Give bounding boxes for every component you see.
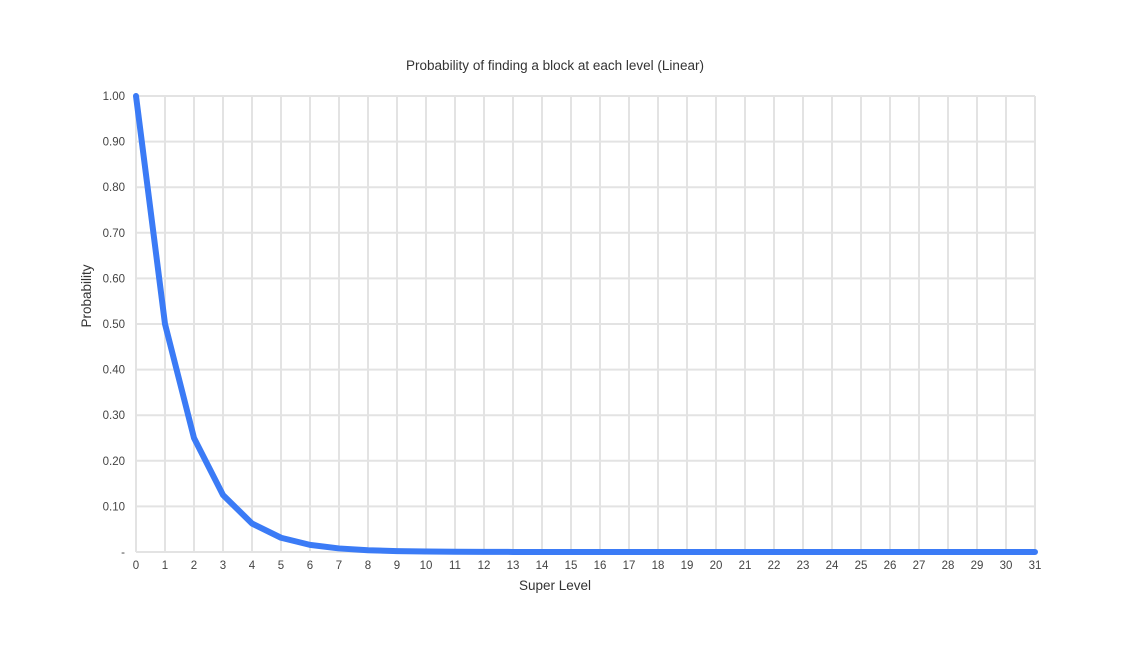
- x-tick-label: 1: [162, 560, 168, 572]
- x-axis-ticks: 0 1 2 3 4 5 6 7 8 9 10 11 12 13 14 15 16 17 18 19 20 21 22 23 24…: [133, 560, 1042, 572]
- y-tick-label: 1.00: [103, 91, 125, 103]
- series-layer: [133, 93, 1038, 555]
- x-tick-label: 27: [913, 560, 926, 572]
- x-tick-label: 0: [133, 560, 139, 572]
- y-tick-label: 0.10: [103, 501, 125, 513]
- x-tick-label: 18: [652, 560, 665, 572]
- x-tick-label: 22: [768, 560, 781, 572]
- y-tick-label: 0.40: [103, 365, 125, 377]
- x-tick-label: 17: [623, 560, 636, 572]
- x-tick-label: 5: [278, 560, 284, 572]
- x-tick-label: 24: [826, 560, 839, 572]
- y-tick-label: 0.50: [103, 319, 125, 331]
- y-axis-ticks: - 0.10 0.20 0.30 0.40 0.50 0.60 0.70 0.80 0.90 1.0…: [103, 91, 126, 559]
- series-line: [133, 93, 1038, 555]
- x-tick-label: 10: [420, 560, 433, 572]
- y-tick-label: 0.60: [103, 273, 125, 285]
- y-tick-label: 0.90: [103, 137, 125, 149]
- chart-title: Probability of finding a block at each l…: [406, 58, 704, 73]
- x-tick-label: 3: [220, 560, 226, 572]
- x-tick-label: 6: [307, 560, 313, 572]
- x-tick-label: 11: [449, 560, 461, 572]
- x-tick-label: 2: [191, 560, 197, 572]
- x-tick-label: 26: [884, 560, 897, 572]
- x-tick-label: 12: [478, 560, 491, 572]
- x-tick-label: 14: [536, 560, 549, 572]
- x-tick-label: 16: [594, 560, 607, 572]
- x-tick-label: 25: [855, 560, 868, 572]
- x-tick-label: 30: [1000, 560, 1013, 572]
- x-tick-label: 19: [681, 560, 694, 572]
- y-tick-label: 0.70: [103, 228, 125, 240]
- x-tick-label: 29: [971, 560, 984, 572]
- y-tick-label: -: [121, 547, 125, 559]
- y-tick-label: 0.30: [103, 410, 125, 422]
- x-tick-label: 15: [565, 560, 578, 572]
- x-tick-label: 20: [710, 560, 723, 572]
- x-tick-label: 28: [942, 560, 955, 572]
- grid-lines: [135, 95, 1036, 553]
- y-tick-label: 0.20: [103, 456, 125, 468]
- x-tick-label: 4: [249, 560, 256, 572]
- x-tick-label: 8: [365, 560, 371, 572]
- x-tick-label: 9: [394, 560, 400, 572]
- x-tick-label: 13: [507, 560, 520, 572]
- x-tick-label: 21: [739, 560, 752, 572]
- x-axis-label: Super Level: [519, 578, 591, 593]
- y-tick-label: 0.80: [103, 182, 125, 194]
- x-tick-label: 23: [797, 560, 810, 572]
- y-axis-label: Probability: [79, 264, 94, 327]
- x-tick-label: 7: [336, 560, 342, 572]
- x-tick-label: 31: [1029, 560, 1042, 572]
